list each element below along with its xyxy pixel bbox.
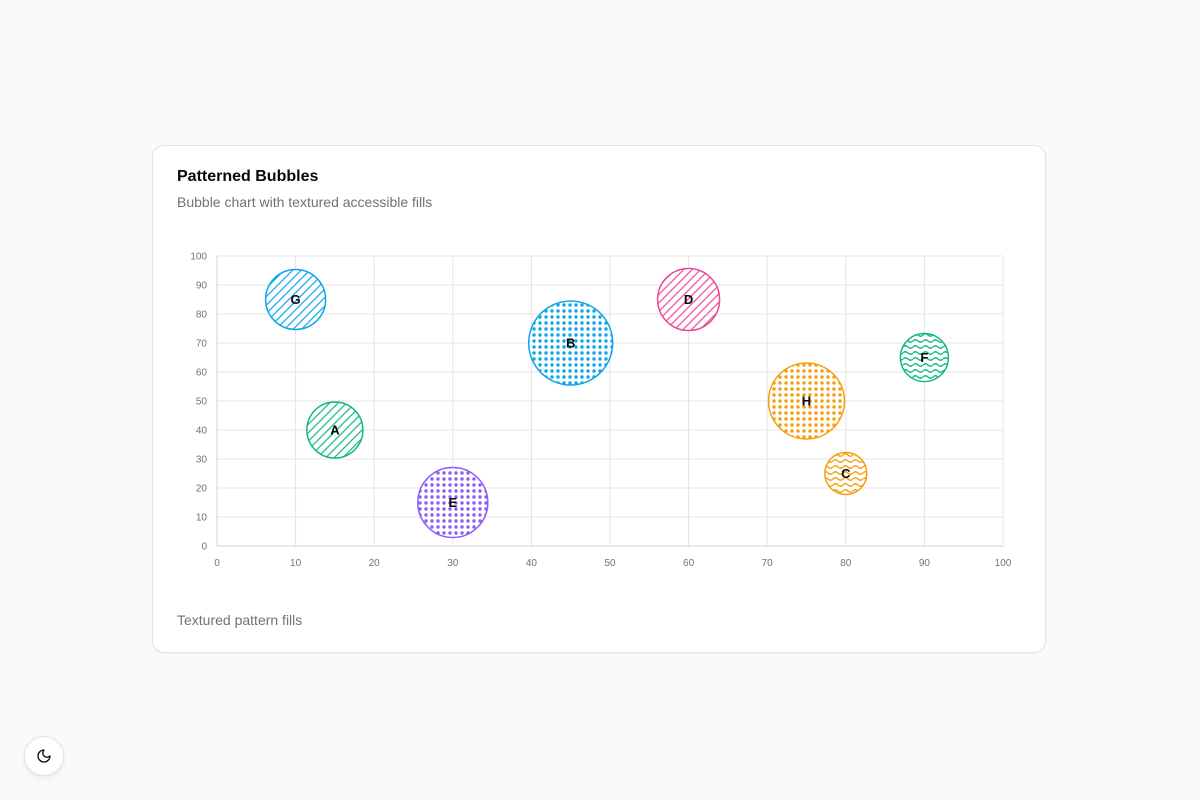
y-tick-label: 10: [196, 513, 208, 524]
bubble-g[interactable]: [264, 268, 327, 331]
x-tick-label: 90: [919, 558, 931, 569]
y-tick-label: 50: [196, 397, 208, 408]
bubble-label-d: D: [684, 292, 693, 307]
x-tick-label: 40: [526, 558, 538, 569]
y-tick-label: 40: [196, 426, 208, 437]
x-tick-label: 70: [762, 558, 774, 569]
bubble-label-b: B: [566, 336, 575, 351]
y-tick-label: 60: [196, 368, 208, 379]
axis-ticks: 0 10 20 30 40 50 60 70 80 90 100 0 10 20 30 40 50 60 70 80 9…: [190, 252, 1011, 570]
y-tick-label: 70: [196, 339, 208, 350]
bubble-e[interactable]: [417, 466, 489, 539]
bubble-h[interactable]: [767, 362, 846, 440]
bubble-label-c: C: [841, 466, 851, 481]
x-tick-label: 0: [214, 558, 220, 569]
x-tick-label: 60: [683, 558, 695, 569]
y-tick-label: 90: [196, 281, 208, 292]
chart-card: Patterned Bubbles Bubble chart with text…: [152, 145, 1046, 653]
x-tick-label: 50: [604, 558, 616, 569]
x-tick-label: 100: [995, 558, 1012, 569]
y-tick-label: 0: [201, 542, 207, 553]
bubble-label-g: G: [291, 292, 301, 307]
bubble-c[interactable]: [824, 451, 868, 496]
bubble-label-f: F: [920, 350, 928, 365]
y-tick-label: 20: [196, 484, 208, 495]
bubble-d[interactable]: [656, 267, 721, 332]
bubble-f[interactable]: [899, 332, 950, 383]
chart-footer: Textured pattern fills: [177, 612, 303, 628]
bubble-chart: 0 10 20 30 40 50 60 70 80 90 100 0 10 20 30 40 50 60 70 80 9…: [190, 252, 1011, 570]
x-tick-label: 10: [290, 558, 302, 569]
bubble-b[interactable]: [527, 300, 614, 386]
x-tick-label: 20: [369, 558, 381, 569]
y-tick-label: 100: [190, 252, 207, 263]
grid-lines: [216, 255, 1004, 547]
chart-subtitle: Bubble chart with textured accessible fi…: [177, 194, 433, 210]
bubble-label-a: A: [330, 423, 340, 438]
x-tick-label: 80: [840, 558, 852, 569]
bubble-label-h: H: [802, 394, 811, 409]
bubble-label-e: E: [448, 495, 457, 510]
x-tick-label: 30: [447, 558, 459, 569]
y-tick-label: 80: [196, 310, 208, 321]
bubbles: G A E B D H C F: [264, 267, 950, 539]
y-tick-label: 30: [196, 455, 208, 466]
moon-icon: [36, 748, 52, 764]
bubble-a[interactable]: [306, 401, 364, 459]
theme-toggle-button[interactable]: [24, 736, 64, 776]
chart-title: Patterned Bubbles: [177, 168, 319, 185]
